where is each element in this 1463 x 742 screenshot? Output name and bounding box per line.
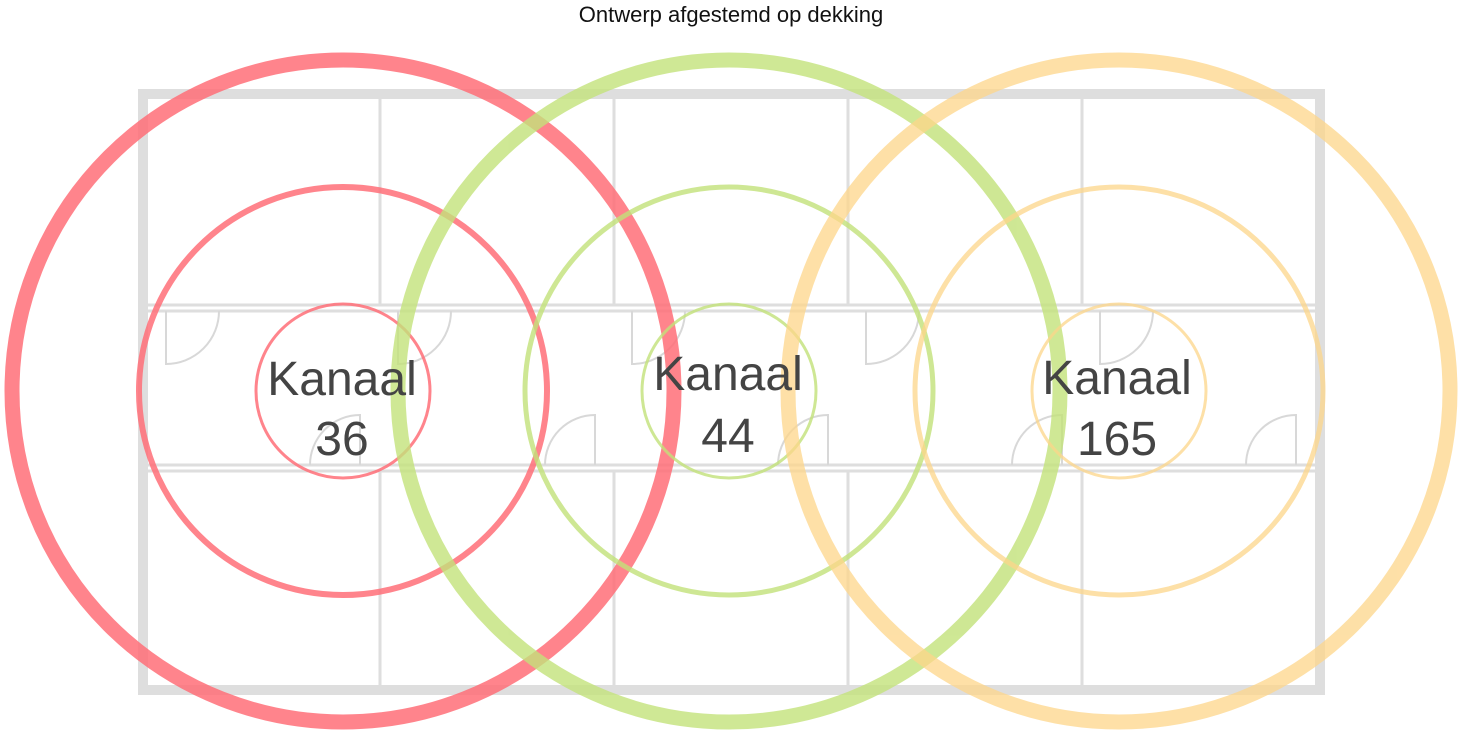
channel-label: Kanaal xyxy=(1042,352,1191,405)
coverage-red xyxy=(4,52,682,730)
outer-wall xyxy=(138,89,1325,695)
coverage-yellow xyxy=(780,52,1458,730)
channel-number: 36 xyxy=(315,413,368,466)
channel-label: Kanaal xyxy=(653,348,802,401)
coverage-green xyxy=(390,52,1068,730)
title: Ontwerp afgestemd op dekking xyxy=(579,2,884,27)
channel-number: 165 xyxy=(1077,413,1157,466)
doors xyxy=(165,310,1297,466)
channel-number: 44 xyxy=(701,410,754,463)
channel-label: Kanaal xyxy=(267,353,416,406)
